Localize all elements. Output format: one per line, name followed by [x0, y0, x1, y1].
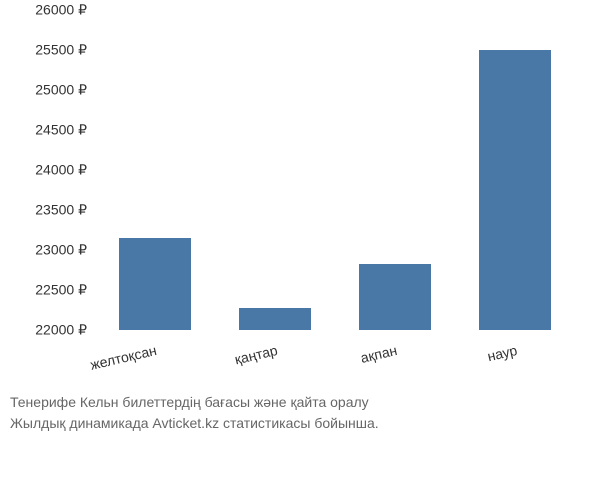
bar [119, 238, 191, 330]
x-tick-label: ақпан [359, 342, 399, 366]
y-axis: 22000 ₽22500 ₽23000 ₽23500 ₽24000 ₽24500… [10, 10, 95, 330]
caption-line-1: Тенерифе Кельн билеттердің бағасы және қ… [10, 392, 379, 413]
x-tick-label: қаңтар [233, 342, 279, 367]
x-axis: желтоқсанқаңтарақпаннаур [95, 330, 575, 370]
chart-caption: Тенерифе Кельн билеттердің бағасы және қ… [10, 392, 379, 434]
chart-container: 22000 ₽ 22500 ₽ 23000 ₽ 23500 ₽ 24000 ₽ 24500… [10, 10, 590, 370]
y-tick-label: 25000 ₽ [35, 82, 87, 99]
y-tick-label: 26000 ₽ [35, 2, 87, 19]
x-tick-label: желтоқсан [89, 342, 158, 373]
y-tick-label: 24000 ₽ [35, 162, 87, 179]
bar [239, 308, 311, 330]
y-tick-label: 23000 ₽ [35, 242, 87, 259]
x-tick-label: наур [486, 342, 519, 364]
y-tick-label: 22000 ₽ [35, 322, 87, 339]
y-tick-label: 24500 ₽ [35, 122, 87, 139]
bar [479, 50, 551, 330]
plot-area [95, 10, 575, 330]
caption-line-2: Жылдық динамикада Avticket.kz статистика… [10, 413, 379, 434]
bar [359, 264, 431, 330]
y-tick-label: 23500 ₽ [35, 202, 87, 219]
y-tick-label: 25500 ₽ [35, 42, 87, 59]
y-tick-label: 22500 ₽ [35, 282, 87, 299]
